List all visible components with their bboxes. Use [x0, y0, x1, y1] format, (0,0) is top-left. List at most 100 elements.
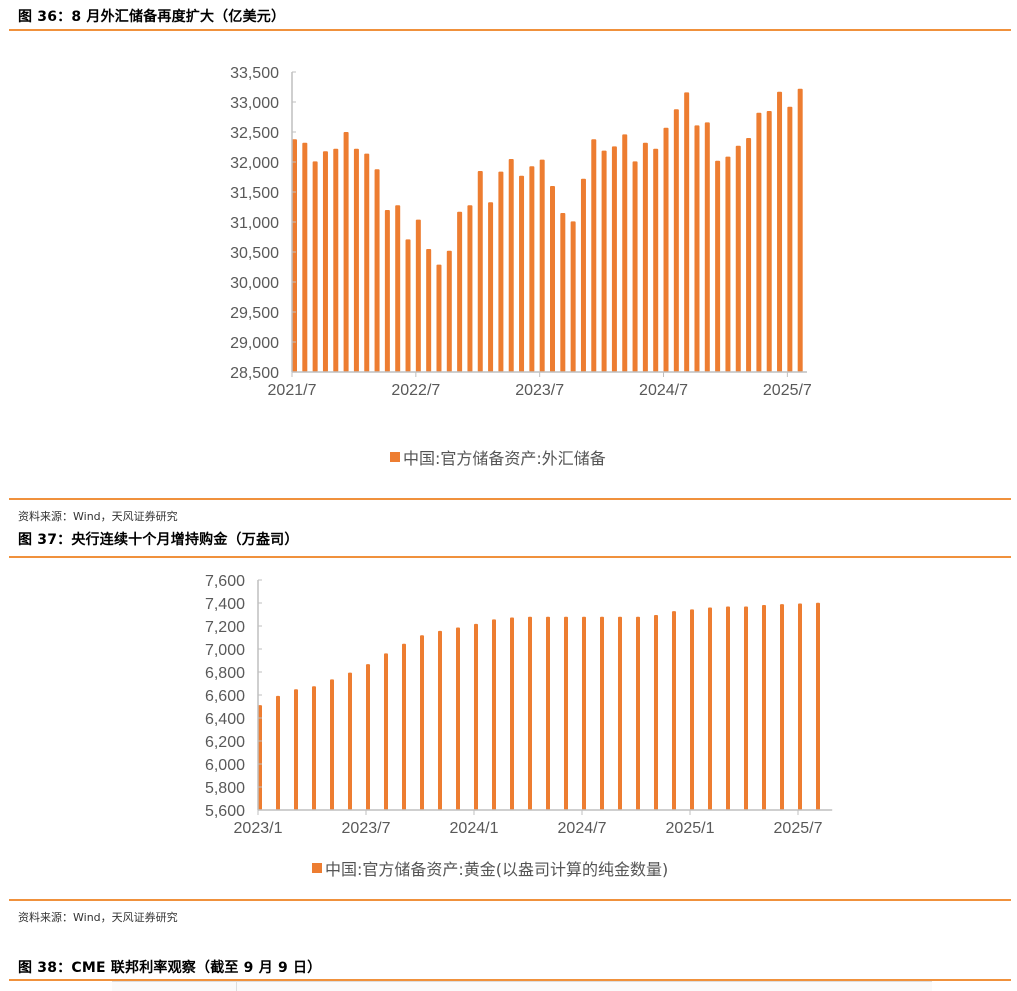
bar-2024/2: [492, 619, 496, 810]
bar-2025/5: [766, 111, 772, 372]
bar-2025/8: [797, 88, 803, 373]
bar-2021/12: [343, 132, 349, 372]
figure-37-bottom-rule: [9, 899, 1011, 901]
x-tick-label: 2022/7: [391, 382, 440, 399]
bar-2024/11: [654, 614, 658, 810]
bar-2022/4: [384, 210, 390, 372]
figure-36-legend: 中国:官方储备资产:外汇储备: [390, 445, 606, 469]
bar-2023/9: [560, 213, 566, 372]
bar-2024/1: [601, 150, 607, 372]
bar-2022/8: [426, 249, 432, 372]
bar-2022/2: [364, 153, 370, 372]
cme-fedwatch-table: [112, 981, 932, 991]
y-tick-label: 30,500: [230, 245, 279, 262]
bar-2021/7: [292, 139, 297, 372]
figure-37-legend: 中国:官方储备资产:黄金(以盎司计算的纯金数量): [312, 856, 668, 880]
figure-36-top-rule: [9, 29, 1011, 31]
bar-2024/1: [474, 623, 478, 810]
bar-2023/3: [498, 171, 504, 372]
bar-2025/5: [762, 604, 766, 810]
x-tick-label: 2023/7: [515, 382, 564, 399]
bar-2025/4: [744, 606, 748, 810]
legend-label: 中国:官方储备资产:外汇储备: [403, 449, 606, 468]
bar-2023/12: [591, 139, 597, 372]
bar-2023/2: [276, 695, 280, 810]
y-tick-label: 6,200: [205, 734, 245, 751]
bar-2024/3: [622, 134, 628, 372]
figure-38-top-rule: [9, 979, 1011, 981]
x-tick-label: 2024/7: [558, 820, 607, 837]
y-tick-label: 6,000: [205, 757, 245, 774]
bar-2024/8: [600, 616, 604, 810]
figure-36-source: 资料来源：Wind，天风证券研究: [18, 510, 178, 523]
bar-2023/6: [348, 672, 352, 810]
y-tick-label: 33,500: [230, 65, 279, 82]
bar-2023/5: [330, 679, 334, 810]
bar-2021/9: [312, 161, 318, 372]
y-tick-label: 5,800: [205, 780, 245, 797]
legend-swatch: [390, 452, 400, 462]
bar-2024/5: [546, 616, 550, 810]
bar-2022/1: [353, 148, 359, 372]
bar-2023/1: [477, 171, 483, 372]
bar-2022/11: [457, 211, 463, 372]
y-tick-label: 33,000: [230, 95, 279, 112]
y-tick-label: 7,000: [205, 642, 245, 659]
bar-2023/1: [258, 705, 262, 810]
figure-37-source: 资料来源：Wind，天风证券研究: [18, 911, 178, 924]
bar-2024/10: [694, 125, 700, 373]
bar-2025/3: [746, 138, 752, 372]
y-tick-label: 6,400: [205, 711, 245, 728]
forex-reserves-bar-chart: 28,500 29,000 29,500 30,000 30,500 31,000 31,5…: [230, 65, 812, 399]
bar-2023/7: [539, 159, 545, 372]
bar-2023/10: [420, 635, 424, 810]
bar-2023/12: [456, 627, 460, 810]
bar-2025/1: [690, 609, 694, 810]
x-tick-label: 2024/7: [639, 382, 688, 399]
bar-2022/3: [374, 169, 380, 372]
bar-2024/4: [528, 616, 532, 810]
bar-2023/8: [550, 186, 555, 372]
gold-reserves-bar-chart: 5,600 5,800 6,000 6,200 6,400 6,600 6,800 7,000…: [205, 573, 833, 837]
y-tick-label: 7,200: [205, 619, 245, 636]
bar-2025/8: [816, 602, 820, 810]
bar-2024/12: [715, 160, 721, 372]
bar-2022/6: [405, 239, 411, 372]
bar-2021/11: [333, 148, 339, 372]
bar-2023/8: [384, 653, 388, 810]
bar-2022/5: [395, 205, 401, 372]
bar-2022/10: [446, 250, 452, 372]
bar-2024/2: [611, 146, 617, 372]
x-tick-label: 2023/7: [342, 820, 391, 837]
bar-2024/4: [632, 161, 638, 372]
y-tick-label: 29,000: [230, 335, 279, 352]
bar-2024/9: [618, 616, 622, 810]
bar-2025/6: [777, 91, 783, 373]
bar-2024/3: [510, 617, 514, 810]
bar-2024/11: [704, 122, 710, 373]
bar-2023/11: [438, 630, 442, 810]
y-tick-label: 6,600: [205, 688, 245, 705]
bar-2025/2: [708, 607, 712, 810]
bar-2023/3: [294, 689, 298, 810]
y-tick-label: 30,000: [230, 275, 279, 292]
x-tick-label: 2025/7: [763, 382, 812, 399]
bar-2025/6: [780, 604, 784, 810]
legend-swatch: [312, 863, 322, 873]
legend-label: 中国:官方储备资产:黄金(以盎司计算的纯金数量): [325, 860, 669, 879]
x-tick-label: 2021/7: [268, 382, 317, 399]
y-tick-label: 29,500: [230, 305, 279, 322]
bar-2023/2: [488, 202, 494, 372]
bar-2023/4: [508, 159, 514, 372]
bar-2024/9: [684, 92, 690, 373]
bar-2023/4: [312, 686, 316, 810]
bar-2023/11: [580, 178, 586, 372]
bar-2024/6: [653, 148, 659, 372]
bar-2023/7: [366, 664, 370, 810]
figure-36-title: 图 36：8 月外汇储备再度扩大（亿美元）: [18, 9, 286, 25]
y-tick-label: 31,000: [230, 215, 279, 232]
y-tick-label: 5,600: [205, 803, 245, 820]
bar-2025/1: [725, 156, 731, 372]
bar-2022/9: [436, 264, 442, 372]
bar-2022/7: [415, 219, 421, 372]
